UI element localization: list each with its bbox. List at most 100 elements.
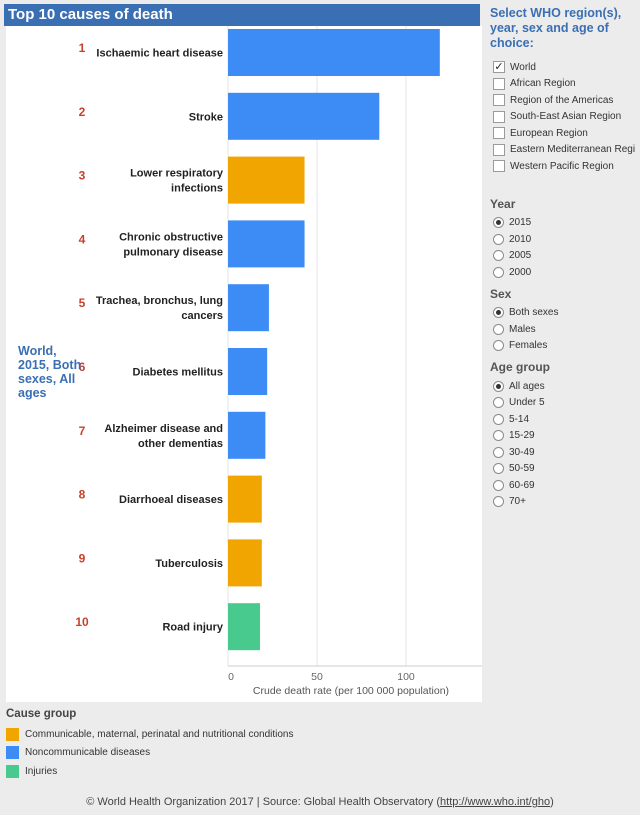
cause-label: Road injury — [162, 622, 223, 634]
bar[interactable] — [228, 156, 305, 204]
year-option-label: 2010 — [509, 233, 532, 245]
age-option-label: 30-49 — [509, 446, 535, 458]
legend-label: Injuries — [25, 765, 58, 777]
region-option-label: African Region — [510, 78, 576, 90]
age-option[interactable]: 30-49 — [493, 444, 638, 461]
cause-label: Alzheimer disease and — [104, 423, 223, 435]
cause-label: pulmonary disease — [123, 246, 223, 258]
summary-line: 2015, Both — [18, 358, 82, 372]
age-option-label: 70+ — [509, 496, 526, 508]
rank-number: 8 — [79, 488, 86, 502]
legend-label: Noncommunicable diseases — [25, 747, 151, 759]
year-option[interactable]: 2000 — [493, 264, 638, 281]
bar[interactable] — [228, 220, 305, 268]
x-axis-title: Crude death rate (per 100 000 population… — [253, 685, 449, 697]
filter-panel: Select WHO region(s), year, sex and age … — [486, 4, 638, 564]
checkbox-icon[interactable] — [493, 127, 505, 140]
age-option[interactable]: All ages — [493, 378, 638, 395]
tick-label: 50 — [311, 671, 323, 683]
footer-close: ) — [550, 796, 554, 808]
region-option[interactable]: African Region — [493, 76, 638, 93]
sex-option-label: Both sexes — [509, 307, 559, 319]
region-option[interactable]: Western Pacific Region — [493, 158, 638, 175]
checkbox-icon[interactable] — [493, 77, 505, 90]
region-option[interactable]: European Region — [493, 125, 638, 142]
rank-number: 5 — [79, 296, 86, 310]
radio-button-icon[interactable] — [493, 266, 504, 278]
filter-title: Select WHO region(s), year, sex and age … — [490, 6, 622, 50]
year-option[interactable]: 2015 — [493, 215, 638, 232]
age-option[interactable]: 70+ — [493, 494, 638, 511]
radio-button-icon[interactable] — [493, 233, 504, 245]
chart-panel: 1 Ischaemic heart disease 2 Stroke 3 Lower re… — [6, 26, 482, 702]
legend-swatch — [6, 746, 19, 760]
sex-radio-group: Both sexes Males Females — [486, 305, 638, 355]
radio-button-icon[interactable] — [493, 430, 504, 442]
legend-label: Communicable, maternal, perinatal and nu… — [25, 728, 294, 740]
checkbox-checked-icon[interactable]: ✓ — [493, 61, 505, 74]
year-option-label: 2000 — [509, 266, 532, 278]
year-section-title: Year — [490, 196, 516, 211]
cause-label: Stroke — [189, 111, 223, 123]
region-option[interactable]: South-East Asian Region — [493, 109, 638, 126]
sex-option[interactable]: Males — [493, 321, 638, 338]
cause-group-legend: Cause group Communicable, maternal, peri… — [6, 708, 406, 781]
radio-button-icon[interactable] — [493, 413, 504, 425]
region-option[interactable]: ✓ World — [493, 59, 638, 76]
cause-label: Tuberculosis — [155, 558, 223, 570]
bar[interactable] — [228, 92, 380, 140]
age-option[interactable]: 50-59 — [493, 461, 638, 478]
radio-button-icon[interactable] — [493, 217, 504, 229]
rank-number: 1 — [79, 41, 86, 55]
summary-line: World, — [18, 344, 57, 358]
bar[interactable] — [228, 475, 262, 523]
age-option[interactable]: Under 5 — [493, 395, 638, 412]
bar[interactable] — [228, 29, 440, 76]
bar[interactable] — [228, 603, 261, 651]
bar[interactable] — [228, 284, 269, 332]
sex-option[interactable]: Females — [493, 338, 638, 355]
rank-number: 3 — [79, 169, 86, 183]
checkbox-icon[interactable] — [493, 110, 505, 123]
year-option-label: 2015 — [509, 217, 532, 229]
age-option-label: 15-29 — [509, 430, 535, 442]
radio-button-icon[interactable] — [493, 323, 504, 335]
sex-option[interactable]: Both sexes — [493, 305, 638, 322]
rank-number: 2 — [79, 105, 86, 119]
cause-label: Diabetes mellitus — [133, 367, 223, 379]
cause-label: Ischaemic heart disease — [96, 48, 223, 60]
year-option[interactable]: 2010 — [493, 231, 638, 248]
year-option[interactable]: 2005 — [493, 248, 638, 265]
bar[interactable] — [228, 539, 262, 587]
age-option[interactable]: 60-69 — [493, 477, 638, 494]
gho-link[interactable]: http://www.who.int/gho — [440, 796, 551, 808]
summary-line: ages — [18, 386, 47, 400]
radio-button-icon[interactable] — [493, 307, 504, 319]
age-option-label: All ages — [509, 380, 545, 392]
legend-item: Communicable, maternal, perinatal and nu… — [6, 725, 406, 744]
footer: © World Health Organization 2017 | Sourc… — [0, 796, 640, 808]
age-option[interactable]: 5-14 — [493, 411, 638, 428]
radio-button-icon[interactable] — [493, 340, 504, 352]
sex-option-label: Males — [509, 323, 536, 335]
bar[interactable] — [228, 411, 266, 459]
radio-button-icon[interactable] — [493, 446, 504, 458]
bar[interactable] — [228, 348, 268, 395]
region-option[interactable]: Region of the Americas — [493, 92, 638, 109]
radio-button-icon[interactable] — [493, 496, 504, 508]
radio-button-icon[interactable] — [493, 250, 504, 262]
radio-button-icon[interactable] — [493, 479, 504, 491]
checkbox-icon[interactable] — [493, 160, 505, 173]
cause-label: Chronic obstructive — [119, 231, 223, 243]
radio-button-icon[interactable] — [493, 380, 504, 392]
checkbox-icon[interactable] — [493, 143, 505, 156]
chart-title: Top 10 causes of death — [8, 6, 173, 23]
radio-button-icon[interactable] — [493, 463, 504, 475]
age-option-label: Under 5 — [509, 397, 545, 409]
radio-button-icon[interactable] — [493, 397, 504, 409]
age-option[interactable]: 15-29 — [493, 428, 638, 445]
region-option[interactable]: Eastern Mediterranean Regi — [493, 142, 638, 159]
region-option-label: Western Pacific Region — [510, 160, 614, 172]
checkbox-icon[interactable] — [493, 94, 505, 107]
rank-number: 10 — [75, 615, 89, 629]
